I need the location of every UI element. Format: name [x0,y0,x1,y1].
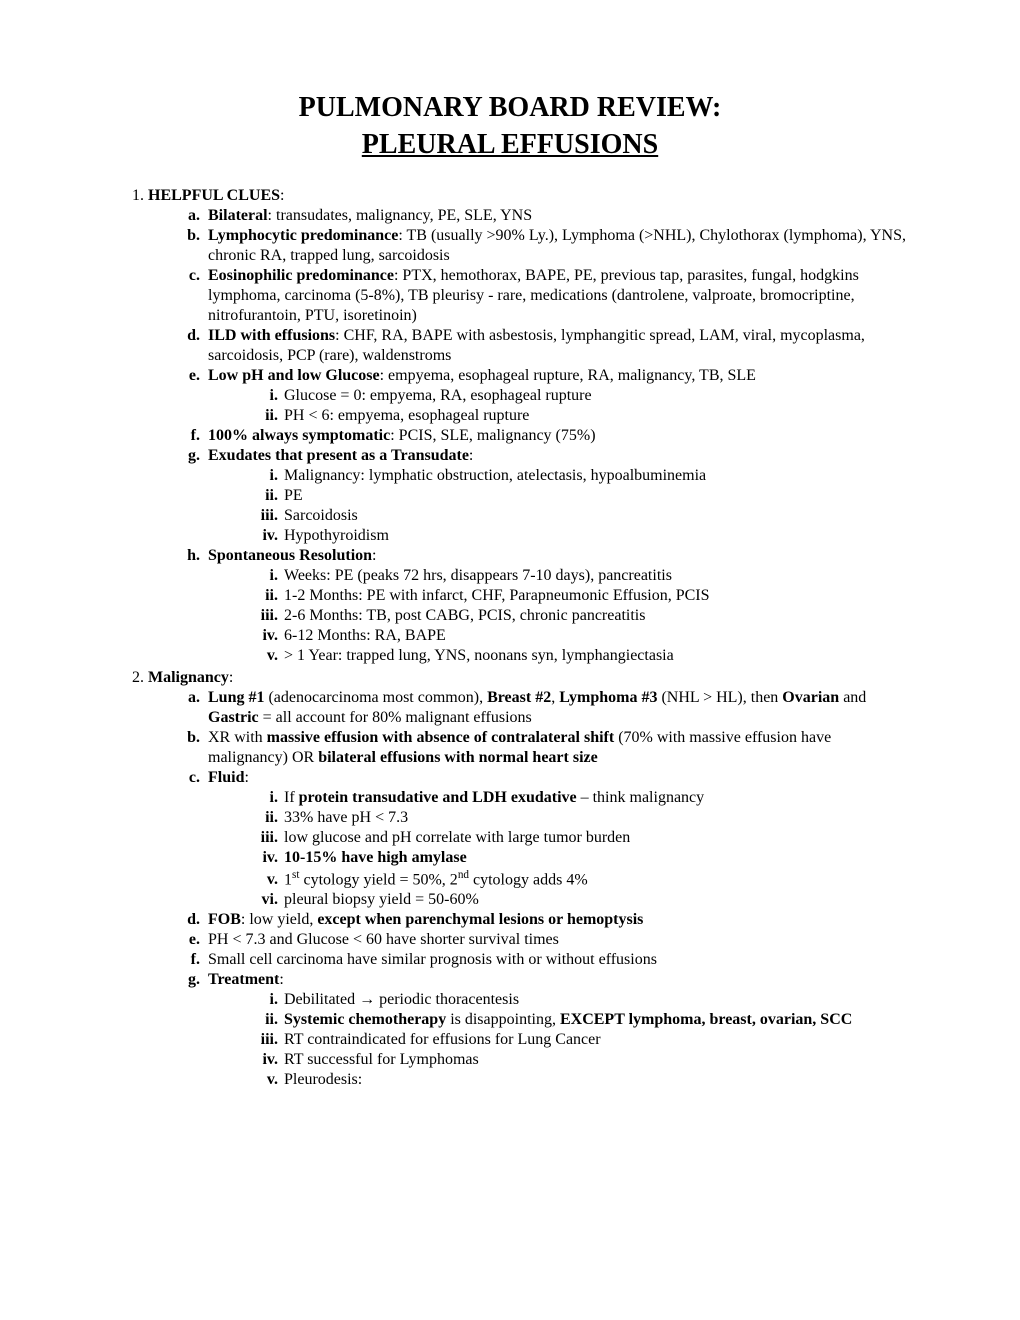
sub-item: pleural biopsy yield = 50-60% [282,890,910,910]
sub-item: 33% have pH < 7.3 [282,808,910,828]
body-text: is disappointing, [446,1011,560,1028]
clue-label: 100% always symptomatic [208,427,390,444]
item-small-cell: Small cell carcinoma have similar progno… [204,950,910,970]
bold-text: Lymphoma #3 [559,689,657,706]
item-treatment: Treatment: Debilitated → periodic thorac… [204,970,910,1090]
sub-item: 1st cytology yield = 50%, 2nd cytology a… [282,868,910,890]
clue-label: Treatment [208,971,279,988]
body-text: (NHL > HL), then [657,689,782,706]
clue-label: Spontaneous Resolution [208,547,372,564]
bold-text: protein transudative and LDH exudative [299,789,577,806]
sub-list: Malignancy: lymphatic obstruction, atele… [208,466,910,546]
body-text: Debilitated [284,991,359,1008]
malignancy-list: Lung #1 (adenocarcinoma most common), Br… [148,688,910,1090]
clue-label: Bilateral [208,207,268,224]
body-text: If [284,789,299,806]
clue-text: : transudates, malignancy, PE, SLE, YNS [268,207,533,224]
section-helpful-clues: HELPFUL CLUES: Bilateral: transudates, m… [148,186,910,666]
sub-item: 6-12 Months: RA, BAPE [282,626,910,646]
clue-label: Fluid [208,769,244,786]
item-xr: XR with massive effusion with absence of… [204,728,910,768]
outline-root: HELPFUL CLUES: Bilateral: transudates, m… [110,186,910,1090]
clue-eosinophilic: Eosinophilic predominance: PTX, hemothor… [204,266,910,326]
sub-item: RT successful for Lymphomas [282,1050,910,1070]
sub-list: Weeks: PE (peaks 72 hrs, disappears 7-10… [208,566,910,666]
section-heading: Malignancy [148,669,229,686]
clue-text: : [469,447,473,464]
sub-item: Pleurodesis: [282,1070,910,1090]
body-text: : low yield, [241,911,317,928]
bold-text: EXCEPT lymphoma, breast, ovarian, SCC [560,1011,852,1028]
sub-item: 10-15% have high amylase [282,848,910,868]
bold-text: 10-15% have high amylase [284,849,467,866]
sub-list: Glucose = 0: empyema, RA, esophageal rup… [208,386,910,426]
sub-item: PE [282,486,910,506]
sub-item: Debilitated → periodic thoracentesis [282,990,910,1010]
sub-item: Hypothyroidism [282,526,910,546]
sub-item: low glucose and pH correlate with large … [282,828,910,848]
bold-text: Breast #2 [487,689,551,706]
clue-bilateral: Bilateral: transudates, malignancy, PE, … [204,206,910,226]
sub-item: > 1 Year: trapped lung, YNS, noonans syn… [282,646,910,666]
clue-label: Eosinophilic predominance [208,267,394,284]
section-malignancy: Malignancy: Lung #1 (adenocarcinoma most… [148,668,910,1090]
body-text: cytology adds 4% [469,871,588,888]
sub-item: RT contraindicated for effusions for Lun… [282,1030,910,1050]
item-fob: FOB: low yield, except when parenchymal … [204,910,910,930]
body-text: = all account for 80% malignant effusion… [259,709,532,726]
body-text: – think malignancy [577,789,705,806]
sub-item: Malignancy: lymphatic obstruction, atele… [282,466,910,486]
clue-text: : empyema, esophageal rupture, RA, malig… [380,367,756,384]
clue-exudates-transudate: Exudates that present as a Transudate: M… [204,446,910,546]
clue-lymphocytic: Lymphocytic predominance: TB (usually >9… [204,226,910,266]
clue-symptomatic: 100% always symptomatic: PCIS, SLE, mali… [204,426,910,446]
body-text: periodic thoracentesis [375,991,519,1008]
bold-text: massive effusion with absence of contral… [267,729,615,746]
clue-label: Lymphocytic predominance [208,227,398,244]
clue-spontaneous-resolution: Spontaneous Resolution: Weeks: PE (peaks… [204,546,910,666]
sub-item: 2-6 Months: TB, post CABG, PCIS, chronic… [282,606,910,626]
body-text: 1 [284,871,292,888]
body-text: and [839,689,866,706]
sub-item: Systemic chemotherapy is disappointing, … [282,1010,910,1030]
sub-item: Weeks: PE (peaks 72 hrs, disappears 7-10… [282,566,910,586]
bold-text: bilateral effusions with normal heart si… [318,749,598,766]
section-heading: HELPFUL CLUES [148,187,280,204]
clue-list: Bilateral: transudates, malignancy, PE, … [148,206,910,666]
body-text: , [551,689,559,706]
sub-item: PH < 6: empyema, esophageal rupture [282,406,910,426]
item-ph-glucose: PH < 7.3 and Glucose < 60 have shorter s… [204,930,910,950]
clue-label: Exudates that present as a Transudate [208,447,469,464]
sub-item: If protein transudative and LDH exudativ… [282,788,910,808]
body-text: XR with [208,729,267,746]
item-fluid: Fluid: If protein transudative and LDH e… [204,768,910,910]
clue-label: ILD with effusions [208,327,335,344]
bold-text: Gastric [208,709,259,726]
doc-title-line1: PULMONARY BOARD REVIEW: [110,90,910,125]
superscript: nd [458,869,469,881]
arrow-icon: → [359,991,375,1008]
clue-label: FOB [208,911,241,928]
clue-text: : [372,547,376,564]
sub-item: Glucose = 0: empyema, RA, esophageal rup… [282,386,910,406]
sub-item: Sarcoidosis [282,506,910,526]
clue-text: : [244,769,248,786]
sub-list: If protein transudative and LDH exudativ… [208,788,910,910]
clue-ild: ILD with effusions: CHF, RA, BAPE with a… [204,326,910,366]
bold-text: Lung #1 [208,689,264,706]
clue-text: : PCIS, SLE, malignancy (75%) [390,427,595,444]
bold-text: except when parenchymal lesions or hemop… [317,911,643,928]
sub-item: 1-2 Months: PE with infarct, CHF, Parapn… [282,586,910,606]
item-cancers: Lung #1 (adenocarcinoma most common), Br… [204,688,910,728]
sub-list: Debilitated → periodic thoracentesis Sys… [208,990,910,1090]
bold-text: Systemic chemotherapy [284,1011,446,1028]
clue-low-ph-glucose: Low pH and low Glucose: empyema, esophag… [204,366,910,426]
doc-title-line2: PLEURAL EFFUSIONS [110,127,910,162]
clue-label: Low pH and low Glucose [208,367,380,384]
bold-text: Ovarian [782,689,839,706]
body-text: (adenocarcinoma most common), [264,689,487,706]
body-text: cytology yield = 50%, 2 [299,871,457,888]
clue-text: : [279,971,283,988]
